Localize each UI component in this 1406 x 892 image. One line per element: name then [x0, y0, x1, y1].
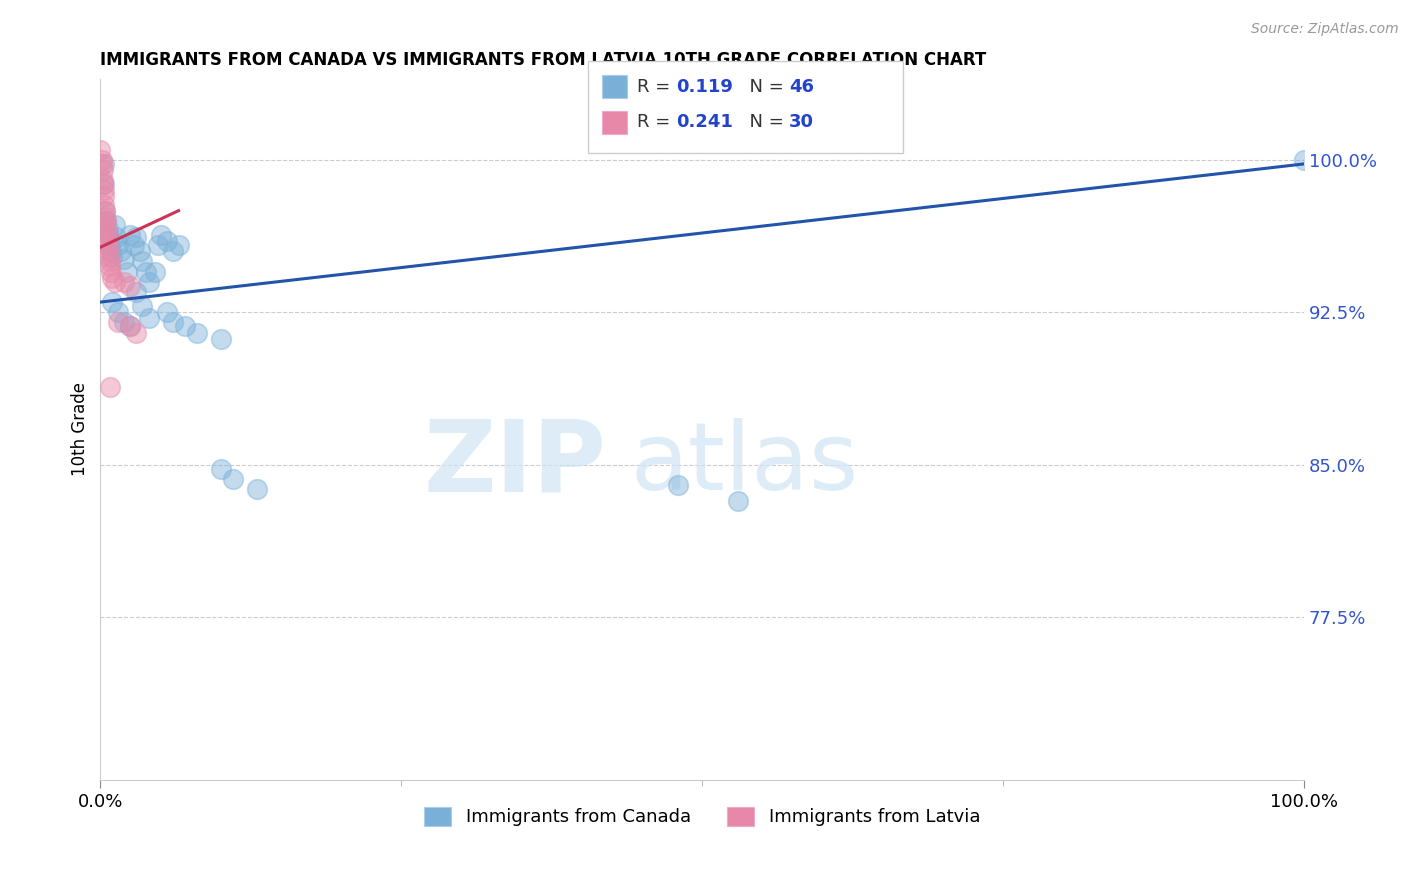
Point	[155, 305, 177, 319]
Point	[173, 319, 195, 334]
Point	[112, 252, 135, 267]
Point	[107, 305, 129, 319]
Text: R =: R =	[637, 78, 676, 95]
Point	[120, 227, 142, 242]
Point	[96, 214, 118, 228]
Point	[97, 244, 120, 259]
Point	[100, 264, 122, 278]
Point	[97, 230, 120, 244]
Point	[98, 380, 121, 394]
Point	[98, 254, 121, 268]
Point	[135, 264, 157, 278]
Point	[93, 183, 115, 197]
Point	[94, 203, 117, 218]
Point	[107, 315, 129, 329]
Text: Source: ZipAtlas.com: Source: ZipAtlas.com	[1251, 22, 1399, 37]
Point	[93, 178, 115, 192]
Text: N =: N =	[738, 113, 790, 131]
Point	[120, 319, 142, 334]
Point	[131, 299, 153, 313]
Point	[162, 315, 184, 329]
Point	[91, 173, 114, 187]
Point	[93, 197, 115, 211]
Point	[101, 251, 124, 265]
Point	[94, 203, 117, 218]
Point	[98, 259, 121, 273]
Text: 0.119: 0.119	[676, 78, 733, 95]
Point	[93, 157, 115, 171]
Point	[138, 275, 160, 289]
Point	[110, 244, 132, 259]
Point	[89, 143, 111, 157]
Text: 46: 46	[789, 78, 814, 95]
Point	[143, 264, 166, 278]
Point	[186, 326, 208, 340]
Point	[155, 234, 177, 248]
Text: atlas: atlas	[630, 418, 858, 510]
Point	[97, 222, 120, 236]
Point	[209, 332, 232, 346]
Point	[96, 224, 118, 238]
Point	[91, 178, 114, 192]
Point	[167, 238, 190, 252]
Point	[97, 227, 120, 242]
Point	[149, 227, 172, 242]
Point	[112, 275, 135, 289]
Text: ZIP: ZIP	[423, 416, 606, 513]
Point	[96, 214, 118, 228]
Point	[727, 494, 749, 508]
Text: IMMIGRANTS FROM CANADA VS IMMIGRANTS FROM LATVIA 10TH GRADE CORRELATION CHART: IMMIGRANTS FROM CANADA VS IMMIGRANTS FRO…	[100, 51, 987, 69]
Point	[98, 238, 121, 252]
Point	[107, 238, 129, 252]
Y-axis label: 10th Grade: 10th Grade	[72, 382, 89, 476]
Point	[125, 230, 148, 244]
Point	[93, 189, 115, 203]
Point	[162, 244, 184, 259]
Point	[1294, 153, 1316, 167]
Point	[146, 238, 169, 252]
Point	[209, 461, 232, 475]
Point	[125, 326, 148, 340]
Point	[129, 244, 152, 259]
Point	[94, 210, 117, 224]
Point	[104, 275, 127, 289]
Text: 30: 30	[789, 113, 814, 131]
Point	[90, 157, 112, 171]
Point	[246, 482, 269, 496]
Point	[120, 278, 142, 293]
Point	[666, 478, 689, 492]
Point	[90, 153, 112, 167]
Point	[97, 251, 120, 265]
Legend: Immigrants from Canada, Immigrants from Latvia: Immigrants from Canada, Immigrants from …	[418, 800, 987, 834]
Point	[96, 234, 118, 248]
Point	[115, 264, 138, 278]
Point	[120, 319, 142, 334]
Point	[91, 163, 114, 178]
Text: 0.241: 0.241	[676, 113, 733, 131]
Point	[105, 230, 128, 244]
Point	[122, 238, 145, 252]
Text: R =: R =	[637, 113, 676, 131]
Point	[97, 238, 120, 252]
Point	[100, 244, 122, 259]
Point	[125, 285, 148, 299]
Point	[112, 315, 135, 329]
Point	[138, 311, 160, 326]
Text: N =: N =	[738, 78, 790, 95]
Point	[101, 270, 124, 285]
Point	[101, 295, 124, 310]
Point	[131, 254, 153, 268]
Point	[94, 218, 117, 232]
Point	[222, 472, 245, 486]
Point	[104, 218, 127, 232]
